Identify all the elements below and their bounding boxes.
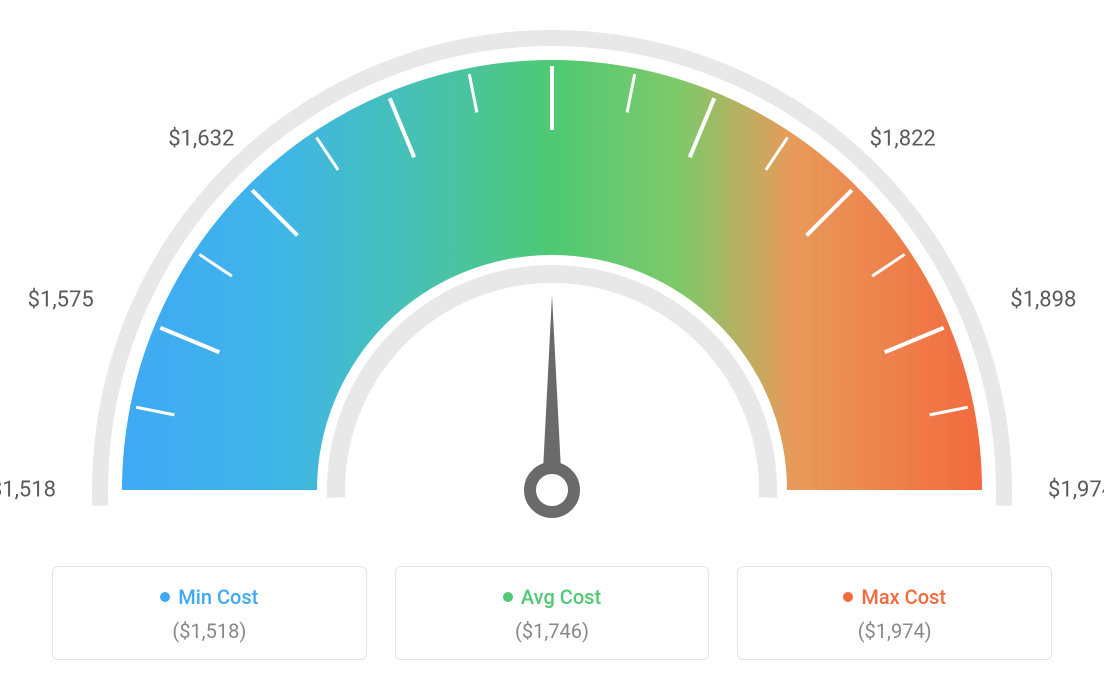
legend-dot-icon (160, 592, 170, 602)
legend-card: Min Cost ($1,518) (52, 566, 367, 660)
legend-value: ($1,746) (406, 619, 699, 643)
legend-label-row: Min Cost (63, 585, 356, 609)
gauge-svg (0, 0, 1104, 540)
legend-label: Min Cost (178, 585, 258, 609)
legend-dot-icon (843, 592, 853, 602)
gauge-tick-label: $1,518 (0, 478, 56, 503)
legend-label-row: Avg Cost (406, 585, 699, 609)
legend-card: Max Cost ($1,974) (737, 566, 1052, 660)
legend-label: Avg Cost (521, 585, 601, 609)
gauge-tick-label: $1,575 (28, 288, 94, 313)
legend-value: ($1,518) (63, 619, 356, 643)
gauge-tick-label: $1,632 (168, 127, 234, 152)
legend-label: Max Cost (861, 585, 946, 609)
legend-dot-icon (503, 592, 513, 602)
legend-value: ($1,974) (748, 619, 1041, 643)
gauge-hub (530, 468, 574, 512)
legend-row: Min Cost ($1,518) Avg Cost ($1,746) Max Cost… (52, 566, 1052, 660)
chart-container: $1,518$1,575$1,632$1,746$1,822$1,898$1,9… (0, 0, 1104, 690)
gauge-needle (542, 295, 562, 490)
gauge-tick-label: $1,898 (1010, 288, 1076, 313)
gauge-tick-label: $1,822 (870, 127, 936, 152)
legend-label-row: Max Cost (748, 585, 1041, 609)
legend-card: Avg Cost ($1,746) (395, 566, 710, 660)
gauge-tick-label: $1,974 (1048, 478, 1104, 503)
